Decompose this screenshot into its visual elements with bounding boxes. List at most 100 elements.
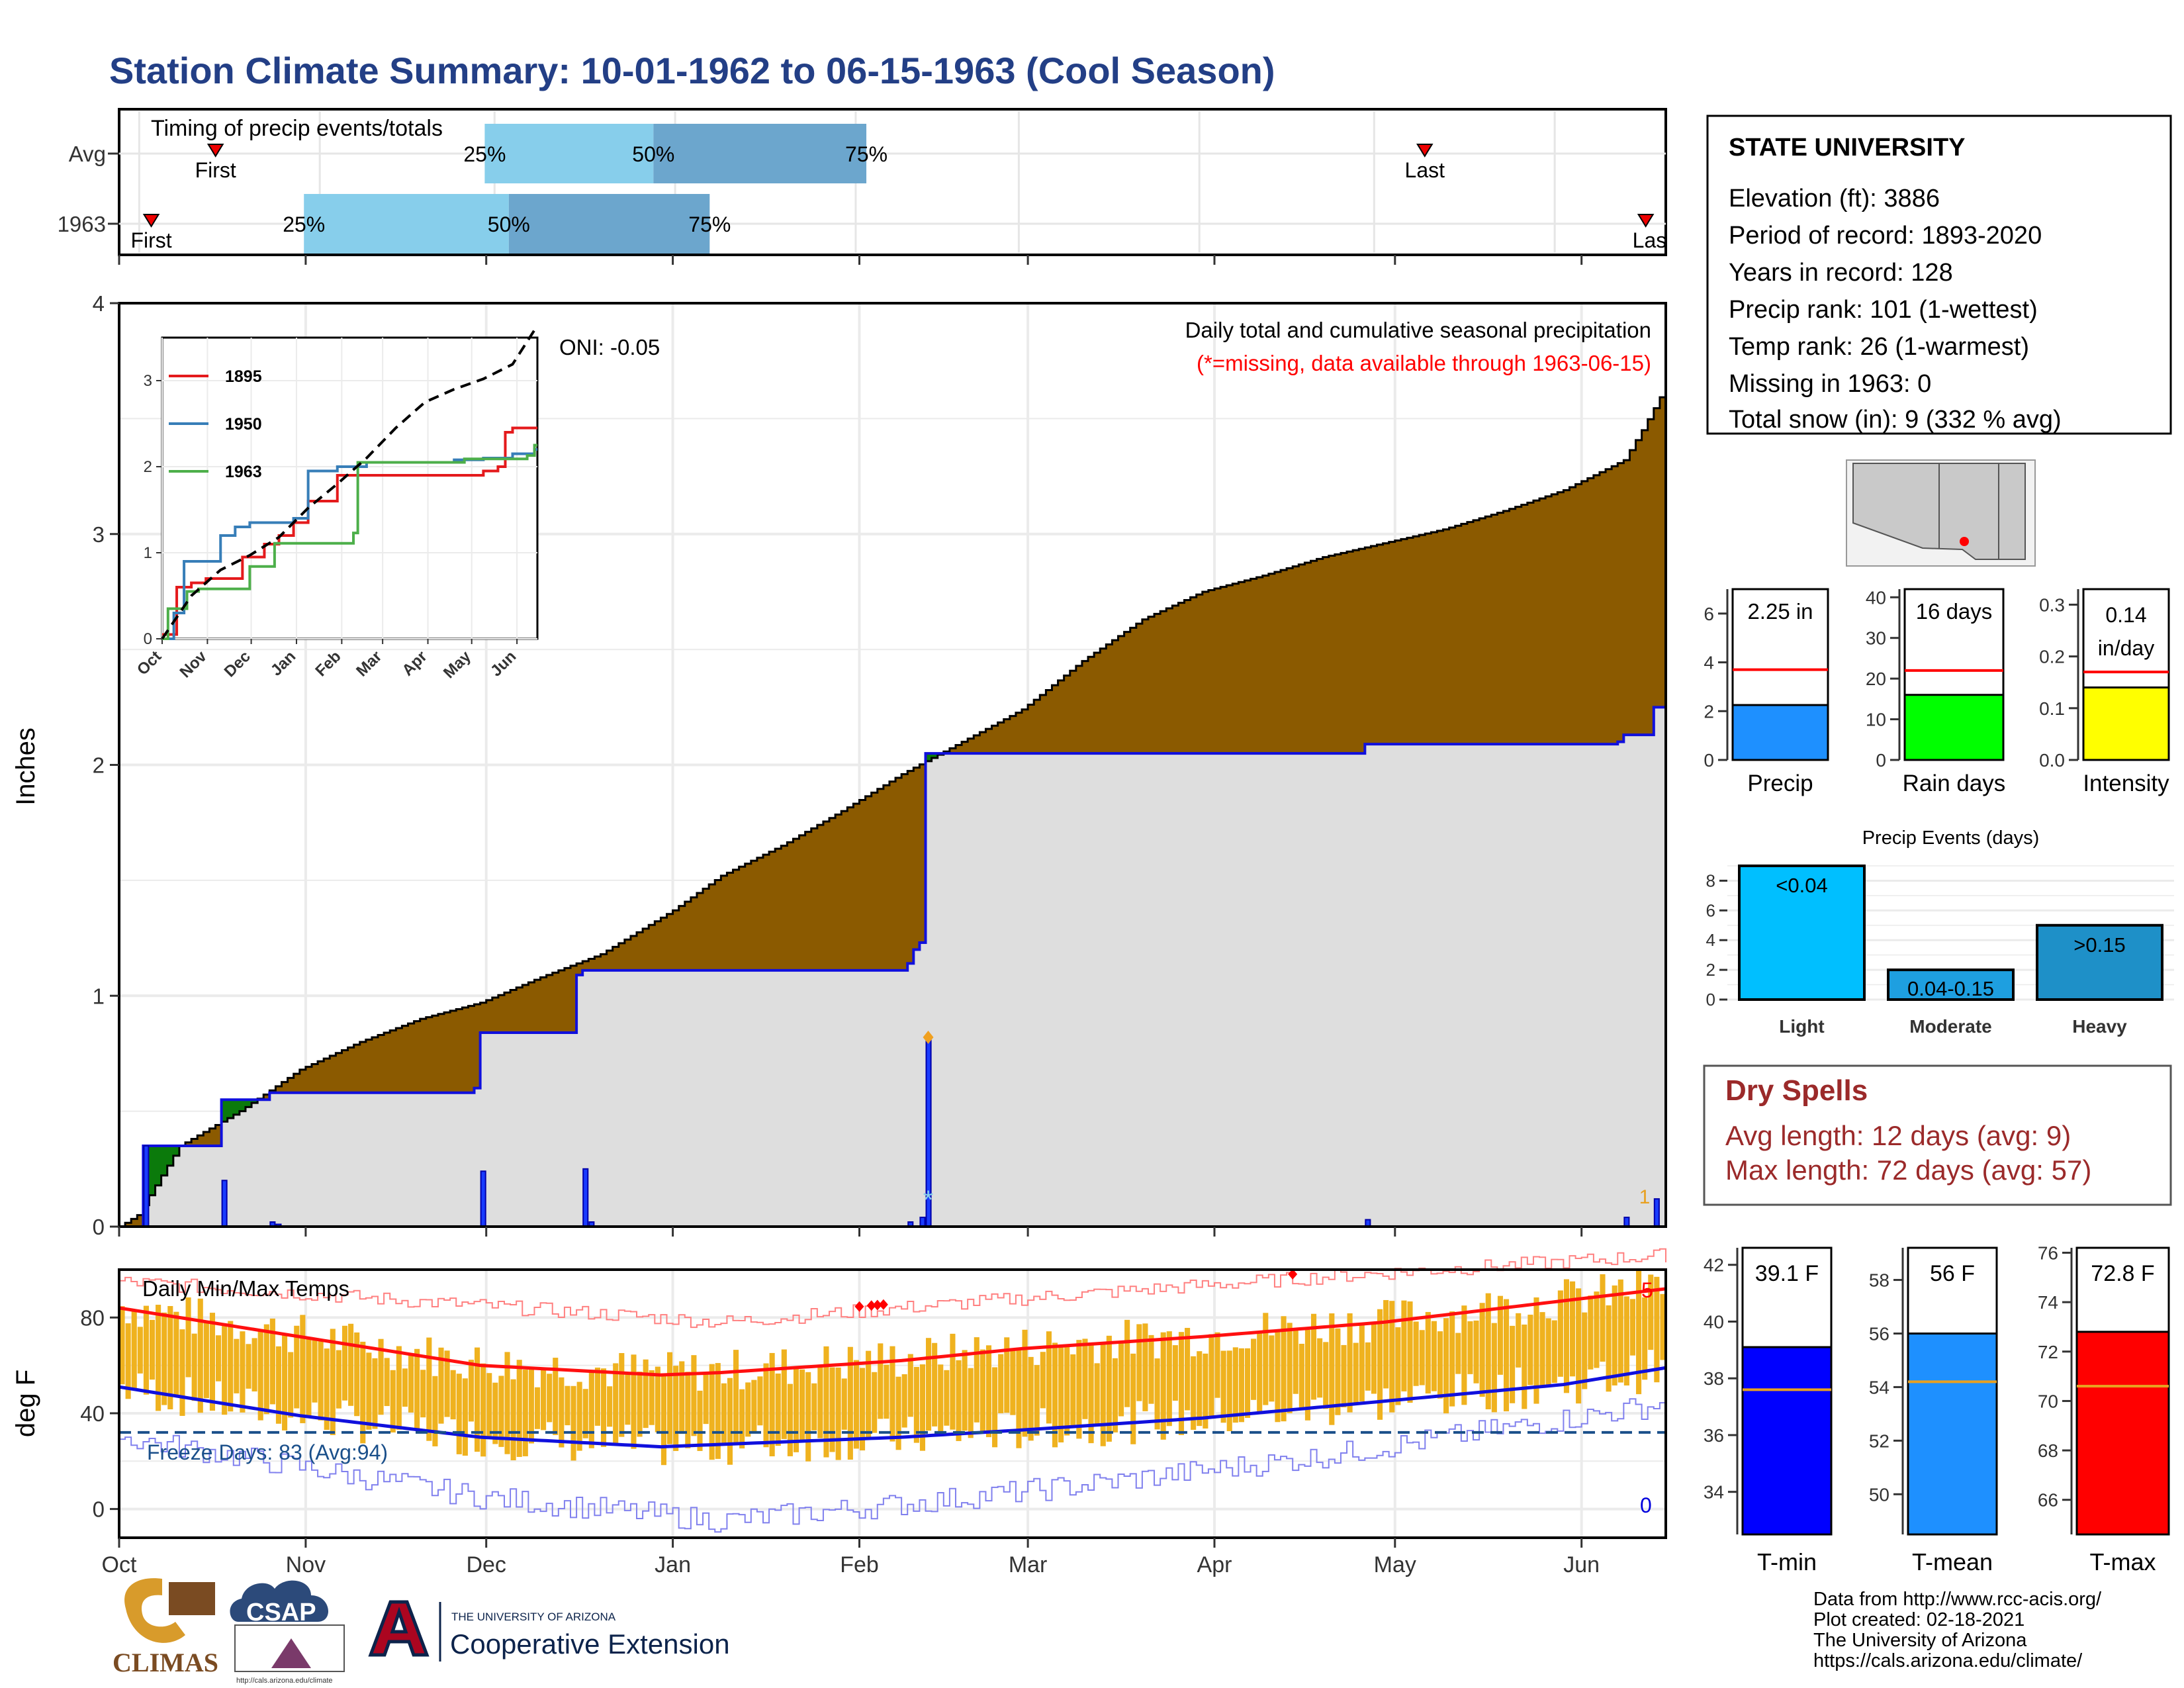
dry-spells-avg: Avg length: 12 days (avg: 9) [1725,1120,2071,1151]
info-precip-rank: Precip rank: 101 (1-wettest) [1729,296,2038,324]
daily-temp-bar [390,1370,396,1432]
month-tick-label: Mar [1009,1552,1048,1577]
summary-bar-label: Intensity [2083,771,2169,796]
daily-temp-bar [643,1359,649,1429]
daily-temp-bar [841,1378,847,1430]
daily-temp-bar [1203,1353,1208,1429]
daily-temp-bar [739,1389,745,1449]
summary-value-label: 16 days [1916,599,1993,624]
daily-temp-bar [1034,1365,1040,1436]
daily-temp-bar [649,1370,655,1425]
month-tick-label: Jan [655,1552,691,1577]
daily-temp-bar [962,1350,968,1431]
month-tick-label: Jun [1563,1552,1600,1577]
info-temp-rank: Temp rank: 26 (1-warmest) [1729,333,2029,361]
summary-y-tick-label: 0.3 [2039,594,2065,615]
daily-temp-bar [1010,1350,1016,1415]
daily-temp-bar [1208,1334,1214,1417]
daily-temp-bar [173,1311,179,1397]
temp-summary-y-tick-label: 72 [2038,1342,2058,1362]
daily-temp-bar [582,1389,588,1438]
last-event-marker [1637,214,1655,228]
timing-label-50: 50% [632,142,674,166]
daily-temp-bar [1310,1313,1317,1400]
daily-temp-bar [1516,1313,1522,1368]
daily-temp-bar [715,1363,721,1459]
daily-temp-bar [950,1333,956,1430]
avg-tmax-line [118,1287,1666,1377]
daily-temp-bar [1148,1335,1154,1404]
daily-temp-bar [366,1352,372,1430]
location-map [1846,459,2036,567]
daily-temp-bar [1522,1324,1527,1409]
daily-temp-bar [1473,1320,1479,1383]
temp-y-axis-label: deg F [11,1370,40,1437]
dry-spells-box: Dry Spells Avg length: 12 days (avg: 9) … [1703,1064,2172,1206]
daily-temp-bar [1341,1344,1347,1408]
daily-temp-bar [1612,1285,1617,1385]
daily-temp-bar [655,1366,660,1432]
record-high-marker [872,1299,882,1311]
summary-y-tick-label: 20 [1866,669,1886,689]
daily-temp-bar [823,1346,829,1458]
timing-label-25: 25% [283,212,325,236]
temp-top-right-count: 5 [1641,1278,1653,1302]
daily-temp-bar [859,1368,866,1451]
precip-panel-subtitle: (*=missing, data available through 1963-… [1197,351,1651,375]
daily-temp-bar [769,1352,775,1457]
temp-summary-bar [2075,1331,2170,1536]
credit-line-2: Plot created: 02-18-2021 [1813,1609,2025,1630]
temp-summary-label: T-mean [1912,1548,1993,1575]
temp-summary-y-tick-label: 70 [2038,1391,2058,1411]
daily-temp-bar [450,1370,456,1420]
daily-temp-bar [547,1374,553,1423]
temp-summary-value-label: 56 F [1930,1261,1975,1286]
inset-frame [161,336,539,640]
daily-temp-bar [522,1370,528,1456]
daily-temp-bar [576,1382,582,1451]
ua-logo-big-text: Cooperative Extension [450,1628,730,1660]
credit-line-4: https://cals.arizona.edu/climate/ [1813,1650,2083,1671]
daily-temp-bar [372,1358,378,1429]
precip-panel-title: Daily total and cumulative seasonal prec… [1185,318,1651,342]
credit-line-3: The University of Arizona [1813,1630,2027,1651]
daily-temp-bar [294,1325,300,1409]
daily-temp-bar [348,1323,354,1406]
daily-temp-bar [1503,1299,1510,1412]
daily-temp-bar [1214,1332,1220,1398]
daily-temp-bar [847,1346,853,1460]
daily-temp-bar [414,1348,420,1431]
daily-temp-bar [468,1360,475,1422]
month-tick-label: Nov [286,1552,326,1577]
inset-y-tick-label: 3 [144,372,152,390]
daily-temp-bar [1389,1301,1395,1413]
daily-temp-bar [1197,1351,1203,1427]
daily-temp-bar [938,1364,944,1432]
temp-bottom-right-count: 0 [1640,1493,1652,1517]
summary-y-tick-label: 0.0 [2039,750,2065,771]
daily-temp-bar [197,1298,203,1413]
daily-temp-bar [432,1376,438,1446]
daily-temp-bar [384,1358,390,1407]
precip-event-category-label: Light [1779,1016,1824,1037]
daily-temp-bar [787,1383,793,1456]
precip-event-bin-label: >0.15 [2073,933,2125,957]
summary-value-label-unit: in/day [2098,636,2154,660]
info-box-frame [1706,115,2172,435]
daily-temp-bar [889,1346,895,1442]
climas-logo-block [169,1582,215,1615]
daily-temp-bar [282,1333,288,1430]
info-missing: Missing in 1963: 0 [1729,370,1931,398]
daily-temp-bar [504,1352,510,1454]
summary-bar-label: Rain days [1903,771,2006,796]
daily-temp-bar [1335,1328,1341,1415]
daily-temp-bar [1022,1329,1028,1437]
freeze-days-label: Freeze Days: 83 (Avg:94) [147,1440,388,1464]
daily-temp-bar [263,1324,269,1415]
daily-temp-bar [979,1349,985,1432]
daily-temp-bar [1449,1311,1455,1407]
first-event-label: First [130,228,171,252]
daily-temp-bar [1094,1363,1100,1426]
